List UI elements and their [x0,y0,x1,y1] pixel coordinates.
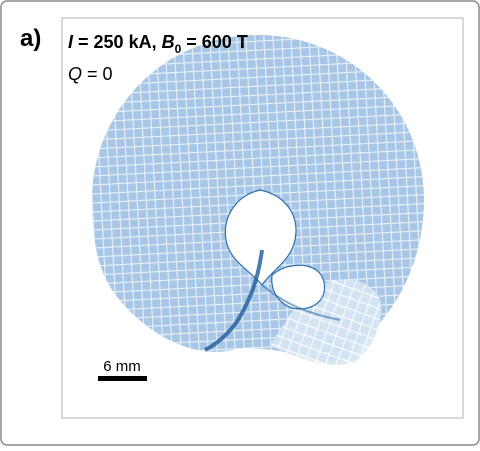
current-text: = 250 kA, [73,32,162,52]
scale-bar [98,376,147,381]
inner-frame [61,17,464,419]
field-symbol: B [162,32,175,52]
parameters-line: I = 250 kA, B0 = 600 T [68,32,248,56]
faint-region [270,279,381,365]
charge-text: = 0 [82,64,113,84]
panel-label: a) [20,25,41,52]
current-symbol: I [68,32,74,52]
caustic-2 [261,284,341,321]
charge-symbol: Q [68,64,82,84]
beam-pattern [92,35,424,365]
field-text: = 600 T [181,32,248,52]
charge-line: Q = 0 [68,64,113,84]
scale-bar-label: 6 mm [103,358,141,375]
field-subscript: 0 [175,42,182,56]
caustic [204,249,264,352]
